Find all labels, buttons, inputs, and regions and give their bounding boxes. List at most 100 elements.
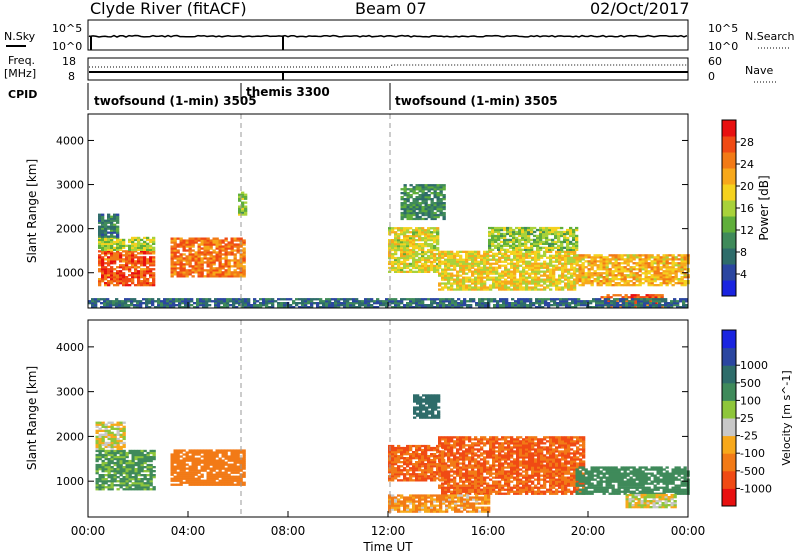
- range-cell: [107, 472, 111, 475]
- range-cell: [641, 266, 645, 269]
- range-cell: [415, 463, 419, 466]
- range-cell: [508, 302, 512, 305]
- range-cell: [331, 302, 335, 305]
- range-cell: [197, 251, 201, 254]
- range-cell: [450, 256, 454, 259]
- range-cell: [635, 274, 639, 277]
- range-cell: [551, 242, 555, 245]
- range-cell: [307, 298, 311, 301]
- range-cell: [527, 230, 531, 234]
- range-cell: [409, 298, 413, 301]
- range-cell: [406, 444, 410, 448]
- range-cell: [629, 270, 633, 273]
- range-cell: [465, 286, 469, 289]
- range-cell: [469, 300, 473, 303]
- range-cell: [200, 257, 204, 260]
- range-cell: [182, 253, 186, 256]
- range-cell: [656, 270, 660, 273]
- range-cell: [218, 267, 222, 270]
- range-cell: [504, 286, 508, 289]
- range-cell: [131, 457, 135, 461]
- range-cell: [101, 449, 105, 453]
- range-cell: [236, 471, 240, 474]
- range-cell: [104, 470, 108, 473]
- range-cell: [349, 302, 353, 305]
- range-cell: [412, 205, 416, 209]
- range-cell: [409, 262, 413, 266]
- range-cell: [227, 455, 231, 458]
- range-cell: [149, 482, 153, 485]
- range-cell: [221, 473, 225, 476]
- range-cell: [617, 274, 621, 277]
- range-cell: [340, 304, 344, 307]
- range-cell: [101, 468, 105, 471]
- range-cell: [436, 262, 440, 266]
- range-cell: [415, 479, 419, 482]
- range-cell: [430, 469, 434, 472]
- range-cell: [107, 435, 111, 438]
- range-cell: [95, 421, 99, 424]
- range-cell: [549, 280, 553, 283]
- range-cell: [238, 298, 242, 301]
- range-cell: [430, 300, 434, 303]
- range-cell: [274, 300, 278, 303]
- range-cell: [418, 266, 422, 270]
- range-cell: [116, 449, 120, 453]
- range-cell: [596, 276, 600, 279]
- range-cell: [599, 260, 603, 263]
- range-cell: [430, 254, 434, 258]
- range-cell: [101, 280, 105, 283]
- range-cell: [504, 274, 508, 277]
- range-cell: [101, 480, 105, 483]
- range-cell: [230, 253, 234, 256]
- range-cell: [256, 306, 260, 309]
- range-cell: [148, 306, 152, 309]
- range-cell: [146, 272, 150, 275]
- range-cell: [500, 232, 504, 236]
- range-cell: [400, 213, 404, 217]
- range-cell: [662, 262, 666, 265]
- range-cell: [382, 300, 386, 303]
- range-cell: [406, 200, 410, 203]
- range-cell: [125, 280, 129, 283]
- range-cell: [507, 250, 511, 253]
- range-cell: [400, 270, 404, 273]
- range-cell: [176, 251, 180, 254]
- range-cell: [388, 229, 392, 232]
- range-cell: [578, 270, 582, 273]
- range-cell: [492, 278, 496, 281]
- range-cell: [215, 449, 219, 452]
- range-cell: [553, 302, 557, 305]
- range-cell: [649, 298, 653, 301]
- range-cell: [518, 238, 522, 242]
- range-cell: [427, 448, 431, 452]
- range-cell: [622, 300, 626, 303]
- range-cell: [581, 272, 585, 275]
- range-cell: [134, 457, 138, 461]
- range-cell: [394, 239, 398, 242]
- range-cell: [233, 477, 237, 480]
- range-cell: [137, 252, 141, 255]
- range-cell: [140, 270, 144, 273]
- range-cell: [533, 234, 537, 238]
- range-cell: [477, 264, 481, 267]
- range-cell: [391, 248, 395, 252]
- range-cell: [109, 300, 113, 303]
- range-cell: [131, 246, 135, 249]
- range-cell: [101, 227, 105, 230]
- range-cell: [501, 254, 505, 257]
- range-cell: [125, 472, 129, 475]
- range-cell: [116, 217, 120, 220]
- range-cell: [465, 276, 469, 279]
- range-cell: [268, 300, 272, 303]
- range-cell: [95, 468, 99, 471]
- range-cell: [566, 240, 570, 244]
- range-cell: [106, 302, 110, 305]
- range-cell: [101, 246, 105, 249]
- range-cell: [618, 294, 622, 297]
- range-cell: [671, 262, 675, 265]
- range-cell: [421, 231, 425, 234]
- range-cell: [128, 254, 132, 257]
- range-cell: [146, 453, 150, 457]
- range-cell: [436, 207, 440, 211]
